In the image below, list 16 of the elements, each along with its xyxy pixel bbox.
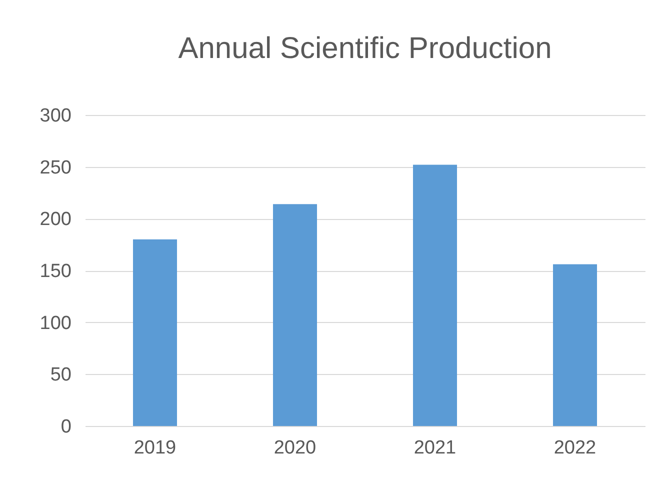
x-tick-label: 2020: [274, 438, 316, 458]
y-tick-label: 100: [40, 312, 72, 334]
x-tick-label: 2021: [414, 438, 456, 458]
chart-title: Annual Scientific Production: [178, 32, 552, 65]
x-tick-label: 2019: [134, 438, 176, 458]
x-tick-label: 2022: [554, 438, 596, 458]
y-tick-label: 200: [40, 209, 72, 230]
y-tick-label: 150: [40, 261, 72, 282]
bar: [553, 264, 597, 426]
y-tick-label: 50: [50, 364, 72, 386]
y-tick-label: 300: [40, 106, 72, 126]
bar: [273, 204, 317, 426]
bar: [133, 239, 177, 426]
bar: [413, 164, 457, 426]
y-tick-label: 0: [60, 416, 72, 438]
y-tick-label: 250: [40, 157, 72, 178]
